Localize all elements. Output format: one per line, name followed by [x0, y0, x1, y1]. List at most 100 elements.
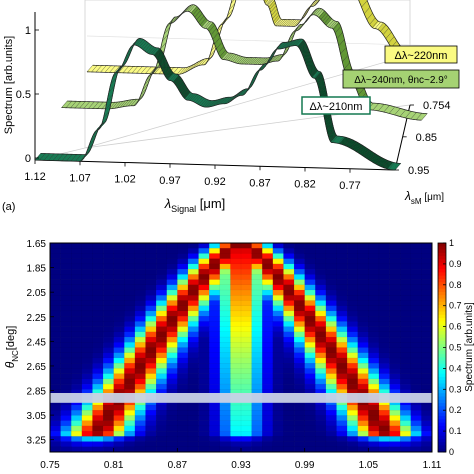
heatmap-cell	[92, 425, 104, 432]
heatmap-cell	[368, 321, 380, 328]
heatmap-cell	[49, 300, 62, 307]
highlight-band	[50, 392, 432, 403]
heatmap-cell	[145, 321, 157, 328]
heatmap-cell	[124, 284, 136, 291]
heatmap-cell	[49, 321, 62, 328]
ribbon-hatch	[157, 53, 164, 61]
heatmap-cell	[336, 357, 348, 364]
heatmap-cell	[251, 378, 263, 385]
heatmap-cell	[304, 274, 316, 281]
heatmap-cell	[198, 321, 210, 328]
ribbon-hatch	[97, 123, 104, 130]
colorbar-tick-label: 0.1	[449, 426, 462, 436]
heatmap-cell	[304, 300, 316, 307]
heatmap-cell	[346, 404, 359, 411]
heatmap-cell	[240, 284, 253, 291]
heatmap-cell	[177, 436, 189, 442]
ribbon-hatch	[273, 54, 280, 62]
heatmap-cell	[272, 420, 284, 427]
heatmap-cell	[155, 352, 168, 359]
heatmap-cell	[293, 305, 306, 312]
ribbon-hatch	[135, 38, 142, 46]
ribbon-hatch	[209, 49, 216, 57]
colorbar-tick-label: 0.2	[449, 405, 462, 415]
heatmap-cell	[209, 368, 221, 375]
heatmap-cell	[336, 268, 348, 275]
heatmap-cell	[230, 357, 242, 364]
heatmap-cell	[81, 242, 93, 249]
heatmap-cell	[187, 363, 200, 369]
heatmap-cell	[336, 315, 348, 322]
ribbon-hatch	[325, 18, 333, 26]
heatmap-cell	[389, 326, 401, 333]
heatmap-cell	[113, 404, 125, 411]
heatmap-cell	[209, 310, 221, 317]
ribbon-hatch	[207, 22, 214, 30]
heatmap-cell	[92, 436, 104, 442]
heatmap-cell	[389, 258, 401, 265]
heatmap-cell	[400, 321, 412, 328]
heatmap-cell	[92, 263, 104, 270]
heatmap-cell	[209, 357, 221, 364]
heatmap-cell	[400, 347, 412, 354]
heatmap-cell	[166, 404, 178, 411]
heatmap-cell	[400, 342, 412, 348]
ribbon-hatch	[309, 9, 316, 17]
ribbon-hatch	[304, 55, 311, 63]
heatmap-cell	[177, 289, 189, 296]
heatmap-cell	[71, 357, 83, 364]
heatmap-cell	[198, 248, 210, 254]
heatmap-cell	[102, 420, 115, 427]
heatmap-cell	[102, 347, 115, 354]
ribbon-hatch	[207, 100, 214, 108]
ribbon-hatch	[212, 32, 219, 40]
heatmap-cell	[49, 242, 62, 249]
heatmap-cell	[230, 305, 242, 312]
ribbon-hatch	[241, 88, 248, 96]
heatmap-cell	[400, 279, 412, 286]
heatmap-cell	[219, 242, 231, 249]
heatmap-cell	[60, 248, 72, 254]
heatmap-cell	[60, 289, 72, 296]
heatmap-cell	[113, 368, 125, 375]
heatmap-cell	[219, 326, 231, 333]
heatmap-cell	[293, 242, 306, 249]
heatmap-cell	[124, 289, 136, 296]
ribbon-hatch	[268, 0, 275, 8]
heatmap-cell	[187, 300, 200, 307]
heatmap-cell	[357, 420, 369, 427]
heatmap-cell	[283, 321, 295, 328]
heatmap-cell	[113, 446, 125, 453]
heatmap-cell	[262, 383, 274, 390]
ribbon-hatch	[286, 19, 293, 27]
ribbon-hatch	[311, 0, 318, 7]
heatmap-cell	[240, 436, 253, 442]
heatmap-cell	[134, 357, 146, 364]
ribbon-hatch	[248, 57, 255, 65]
ribbon-hatch	[243, 88, 250, 95]
heatmap-cell	[102, 415, 115, 422]
heatmap-cell	[71, 430, 83, 437]
heatmap-cell	[187, 378, 200, 385]
colorbar-tick-label: 0.3	[449, 384, 462, 394]
heatmap-cell	[357, 248, 369, 254]
heatmap-cell	[272, 441, 284, 448]
heatmap-cell	[251, 425, 263, 432]
heatmap-cell	[336, 383, 348, 390]
heatmap-cell	[283, 410, 295, 416]
ribbon-hatch	[162, 34, 169, 42]
heatmap-cell	[304, 347, 316, 354]
heatmap-cell	[325, 310, 337, 317]
heatmap-cell	[293, 258, 306, 265]
heatmap-cell	[177, 242, 189, 249]
ribbon-hatch	[358, 88, 365, 95]
heatmap-cell	[325, 300, 337, 307]
heatmap-cell	[102, 242, 115, 249]
heatmap-cell	[145, 410, 157, 416]
heatmap-cell	[368, 242, 380, 249]
heatmap-cell	[102, 363, 115, 369]
heatmap-cell	[124, 446, 136, 453]
heatmap-cell	[315, 404, 327, 411]
ribbon-hatch	[290, 39, 297, 47]
heatmap-cell	[240, 279, 253, 286]
